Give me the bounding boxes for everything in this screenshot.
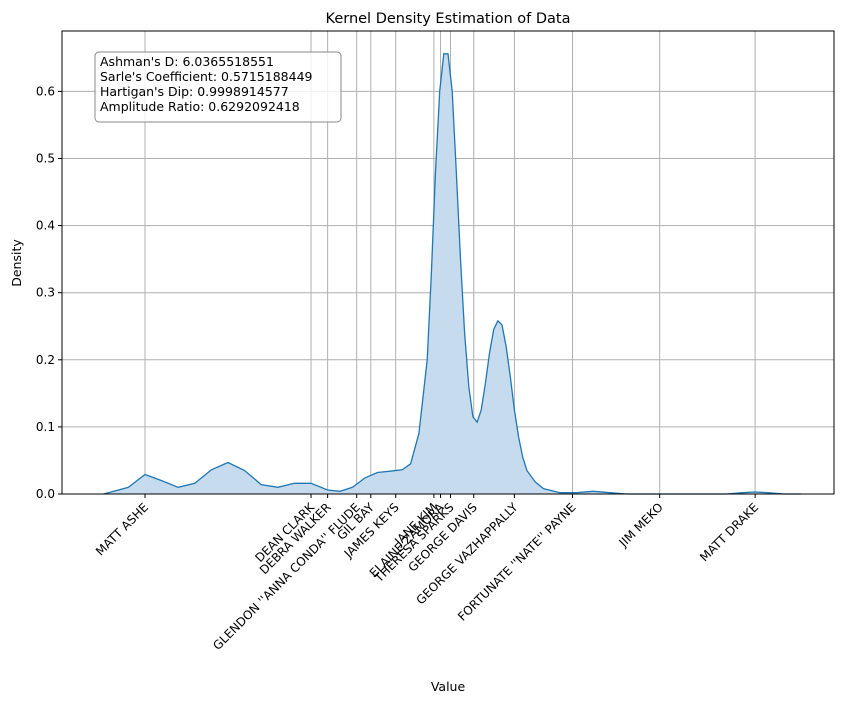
y-tick-label: 0.6 — [36, 84, 55, 98]
x-tick-label: MATT ASHE — [93, 500, 151, 558]
density-fill — [103, 53, 801, 495]
y-tick-label: 0.3 — [36, 286, 55, 300]
x-tick-label: FORTUNATE ''NATE'' PAYNE — [455, 500, 579, 624]
y-tick-label: 0.5 — [36, 151, 55, 165]
x-axis-label: Value — [431, 679, 466, 694]
stat-sarles-coefficient: Sarle's Coefficient: 0.5715188449 — [100, 69, 313, 84]
stats-box: Ashman's D: 6.0365518551 Sarle's Coeffic… — [94, 51, 342, 123]
y-tick-label: 0.0 — [36, 487, 55, 501]
stats-box-frame — [94, 51, 342, 123]
plot-frame — [61, 30, 835, 495]
x-tick-label: MATT DRAKE — [697, 500, 761, 564]
y-tick-label: 0.2 — [36, 353, 55, 367]
density-area — [103, 53, 801, 495]
chart-title: Kernel Density Estimation of Data — [326, 11, 571, 27]
y-axis-label: Density — [9, 239, 24, 287]
y-tick-label: 0.4 — [36, 219, 55, 233]
y-tick-label: 0.1 — [36, 420, 55, 434]
stat-amplitude-ratio: Amplitude Ratio: 0.6292092418 — [100, 99, 300, 114]
density-line — [103, 53, 801, 495]
stat-hartigans-dip: Hartigan's Dip: 0.9998914577 — [100, 84, 289, 99]
stat-ashmans-d: Ashman's D: 6.0365518551 — [100, 54, 274, 69]
x-tick-label: JIM MEKO — [616, 500, 666, 550]
y-axis: 0.0 0.1 0.2 0.3 0.4 0.5 0.6 — [36, 84, 62, 501]
